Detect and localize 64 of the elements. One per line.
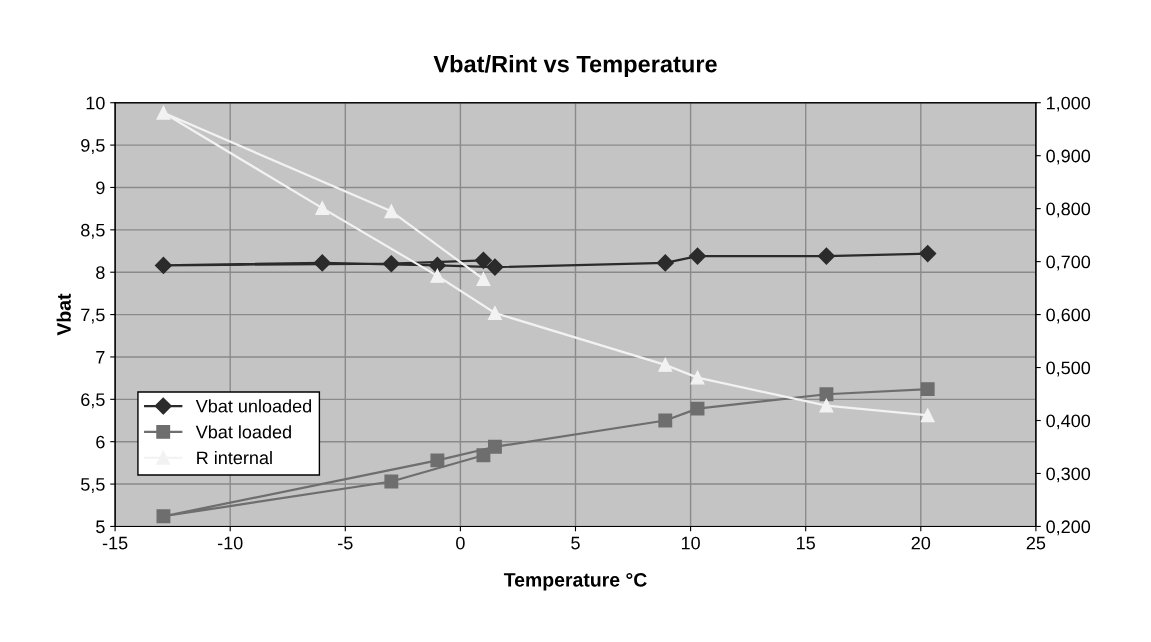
point <box>819 398 834 413</box>
x-tick-label: -15 <box>102 536 128 550</box>
point <box>313 254 331 272</box>
chart-title: Vbat/Rint vs Temperature <box>433 55 717 78</box>
y-tick-label: 10 <box>86 96 105 110</box>
point <box>819 387 834 402</box>
point <box>315 201 330 216</box>
x-tick-label: 20 <box>911 536 931 550</box>
point <box>690 401 705 416</box>
point <box>430 453 445 468</box>
x-tick-label: 25 <box>1026 536 1046 550</box>
y2-tick-label: 0,200 <box>1046 520 1091 536</box>
y2-tick-label: 0,500 <box>1046 361 1091 377</box>
y2-tick-label: 0,600 <box>1046 308 1091 324</box>
y-tick-label: 9 <box>96 181 105 195</box>
point <box>384 474 399 489</box>
legend-label: R internal <box>197 450 272 465</box>
point <box>384 204 399 219</box>
point <box>688 247 707 265</box>
point <box>430 268 445 283</box>
point <box>156 105 171 120</box>
point <box>919 245 937 263</box>
point <box>658 357 673 372</box>
point <box>154 256 172 274</box>
y-tick-label: 6,5 <box>81 393 105 409</box>
x-tick-label: 15 <box>797 536 815 550</box>
y-tick-label: 8,5 <box>81 223 105 239</box>
legend-label: Vbat unloaded <box>195 399 312 413</box>
point <box>487 439 502 454</box>
point <box>428 256 446 274</box>
y-tick-label: 8 <box>96 266 105 279</box>
x-tick-label: 5 <box>571 536 580 550</box>
y2-tick-label: 0,300 <box>1046 467 1091 483</box>
y2-tick-label: 0,700 <box>1046 255 1091 271</box>
point <box>156 509 171 524</box>
x-axis-title: Temperature °C <box>503 572 647 591</box>
x-tick-label: 0 <box>456 536 465 550</box>
y-tick-label: 6 <box>96 435 105 449</box>
point <box>690 370 705 385</box>
point <box>474 251 492 269</box>
y-axis-title: Vbat <box>56 293 71 336</box>
y-tick-label: 7,5 <box>81 308 105 324</box>
y-tick-label: 5 <box>96 520 105 534</box>
point <box>656 254 674 272</box>
point <box>817 247 835 265</box>
y-tick-label: 9,5 <box>81 139 105 154</box>
point <box>487 306 502 320</box>
x-tick-label: -10 <box>217 536 243 550</box>
point <box>658 413 673 428</box>
y2-tick-label: 0,400 <box>1046 414 1091 430</box>
point <box>476 448 491 463</box>
point <box>920 408 935 423</box>
point <box>920 382 935 397</box>
y-tick-label: 7 <box>96 351 105 364</box>
x-tick-label: 10 <box>681 536 700 550</box>
y2-tick-label: 1,000 <box>1047 96 1091 112</box>
legend-label: Vbat loaded <box>195 425 291 439</box>
point <box>476 272 491 287</box>
y2-tick-label: 0,800 <box>1046 202 1091 218</box>
point <box>382 255 400 273</box>
y2-tick-label: 0,900 <box>1046 149 1091 165</box>
y-tick-label: 5,5 <box>81 478 105 493</box>
x-tick-label: -5 <box>338 536 353 550</box>
point <box>486 258 504 276</box>
